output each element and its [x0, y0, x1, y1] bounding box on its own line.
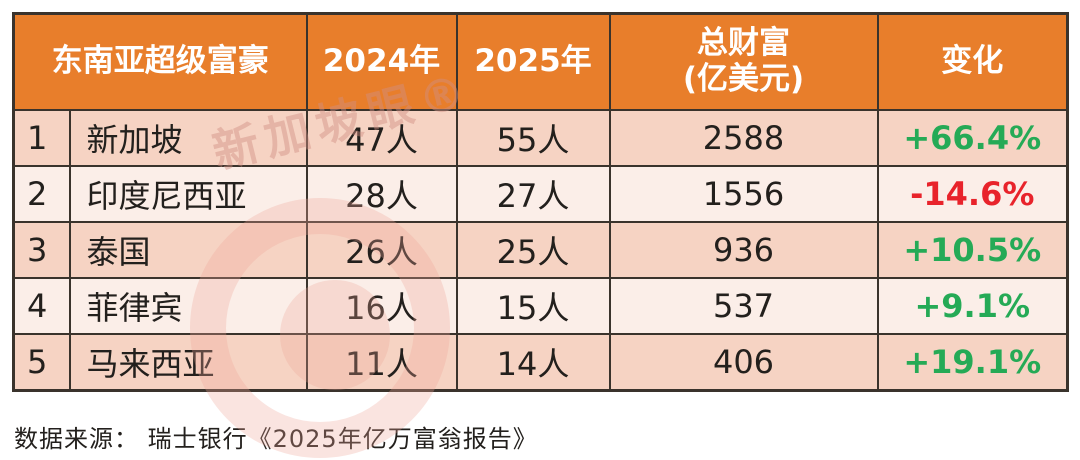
- header-region-title: 东南亚超级富豪: [12, 12, 308, 111]
- change-value: +9.1%: [876, 277, 1069, 335]
- country-name: 菲律宾: [68, 277, 308, 335]
- country-name: 印度尼西亚: [68, 165, 308, 223]
- rank-value: 2: [12, 165, 71, 223]
- change-value: -14.6%: [876, 165, 1069, 223]
- rank-value: 3: [12, 221, 71, 279]
- count-2024: 47人: [305, 109, 458, 167]
- table-row: 5 马来西亚 11人 14人 406 +19.1%: [12, 333, 1069, 392]
- count-2024: 11人: [305, 333, 458, 392]
- table-row: 1 新加坡 47人 55人 2588 +66.4%: [12, 109, 1069, 167]
- count-2024: 16人: [305, 277, 458, 335]
- header-2025: 2025年: [455, 12, 611, 111]
- data-source-note: 数据来源： 瑞士银行《2025年亿万富翁报告》: [14, 425, 538, 453]
- header-change: 变化: [876, 12, 1069, 111]
- total-wealth-value: 936: [608, 221, 879, 279]
- header-total-wealth: 总财富 (亿美元): [608, 12, 879, 111]
- change-value: +66.4%: [876, 109, 1069, 167]
- count-2025: 25人: [455, 221, 611, 279]
- count-2025: 55人: [455, 109, 611, 167]
- table-row: 2 印度尼西亚 28人 27人 1556 -14.6%: [12, 165, 1069, 223]
- count-2025: 14人: [455, 333, 611, 392]
- rank-value: 4: [12, 277, 71, 335]
- count-2025: 27人: [455, 165, 611, 223]
- count-2024: 26人: [305, 221, 458, 279]
- table-row: 4 菲律宾 16人 15人 537 +9.1%: [12, 277, 1069, 335]
- table-header-row: 东南亚超级富豪 2024年 2025年 总财富 (亿美元) 变化: [12, 12, 1069, 111]
- country-name: 新加坡: [68, 109, 308, 167]
- country-name: 泰国: [68, 221, 308, 279]
- table-row: 3 泰国 26人 25人 936 +10.5%: [12, 221, 1069, 279]
- rank-value: 1: [12, 109, 71, 167]
- rank-value: 5: [12, 333, 71, 392]
- total-wealth-value: 537: [608, 277, 879, 335]
- header-2024: 2024年: [305, 12, 458, 111]
- total-wealth-value: 2588: [608, 109, 879, 167]
- total-wealth-value: 406: [608, 333, 879, 392]
- rich-list-table: 东南亚超级富豪 2024年 2025年 总财富 (亿美元) 变化 1 新加坡 4…: [12, 12, 1069, 392]
- count-2025: 15人: [455, 277, 611, 335]
- total-wealth-value: 1556: [608, 165, 879, 223]
- count-2024: 28人: [305, 165, 458, 223]
- change-value: +19.1%: [876, 333, 1069, 392]
- change-value: +10.5%: [876, 221, 1069, 279]
- country-name: 马来西亚: [68, 333, 308, 392]
